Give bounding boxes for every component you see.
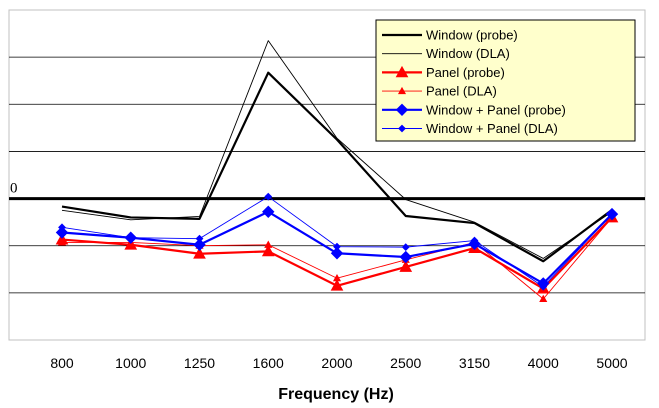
x-tick-label: 2500	[390, 355, 421, 371]
legend-label: Window (DLA)	[426, 46, 510, 61]
x-tick-label: 5000	[596, 355, 627, 371]
triangle-marker	[330, 279, 344, 291]
legend-label: Window (probe)	[426, 28, 518, 43]
diamond-marker	[330, 247, 344, 260]
diamond-marker	[126, 233, 135, 242]
triangle-marker	[399, 260, 413, 272]
triangle-marker	[264, 240, 273, 248]
x-tick-label: 1250	[184, 355, 215, 371]
series-line	[61, 71, 613, 263]
diamond-marker	[470, 236, 479, 245]
x-tick-label: 800	[50, 355, 74, 371]
legend-item: Panel (DLA)	[382, 84, 497, 99]
diamond-marker	[195, 234, 204, 243]
diamond-marker	[395, 103, 409, 117]
x-axis-tick-labels: 800 1000 1250 1600 2000 2500 3150 4000 5000	[50, 355, 627, 371]
x-tick-label: 1000	[115, 355, 146, 371]
triangle-marker	[332, 274, 342, 282]
diamond-marker	[401, 243, 410, 252]
legend-item: Window (DLA)	[382, 46, 510, 61]
triangle-marker	[395, 65, 409, 78]
triangle-marker	[539, 294, 548, 303]
diamond-marker	[55, 226, 69, 239]
triangle-marker	[397, 86, 407, 95]
diamond-marker	[608, 210, 616, 219]
series-1	[61, 71, 613, 263]
x-axis-title: Frequency (Hz)	[278, 386, 394, 403]
diamond-marker	[539, 282, 548, 291]
legend: Window (probe) Window (DLA) Panel (probe) P…	[375, 19, 636, 142]
x-tick-label: 4000	[528, 355, 559, 371]
triangle-marker	[193, 247, 206, 259]
legend-item: Window (probe)	[382, 28, 518, 43]
legend-label: Panel (probe)	[426, 65, 505, 80]
x-tick-label: 1600	[253, 355, 284, 371]
legend-label: Window + Panel (DLA)	[426, 121, 558, 136]
diamond-marker	[333, 242, 341, 251]
legend-box	[375, 19, 636, 142]
series-6	[58, 192, 616, 291]
diamond-marker	[399, 250, 412, 264]
x-tick-label: 3150	[459, 355, 490, 371]
diamond-marker	[262, 205, 275, 218]
series-line	[61, 40, 613, 259]
triangle-marker	[261, 244, 275, 257]
zero-reference-label: 0	[10, 181, 18, 197]
series-layer	[55, 40, 619, 303]
legend-item: Window + Panel (probe)	[382, 102, 566, 117]
series-2	[61, 40, 613, 259]
legend-item: Panel (probe)	[382, 65, 505, 80]
diamond-marker	[193, 238, 206, 251]
triangle-marker	[57, 238, 67, 246]
x-tick-label: 2000	[321, 355, 352, 371]
legend-label: Panel (DLA)	[426, 84, 497, 99]
legend-label: Window + Panel (probe)	[426, 102, 566, 117]
diamond-marker	[264, 192, 273, 201]
legend-item: Window + Panel (DLA)	[382, 121, 558, 136]
diamond-marker	[398, 124, 406, 133]
diamond-marker	[58, 223, 66, 232]
